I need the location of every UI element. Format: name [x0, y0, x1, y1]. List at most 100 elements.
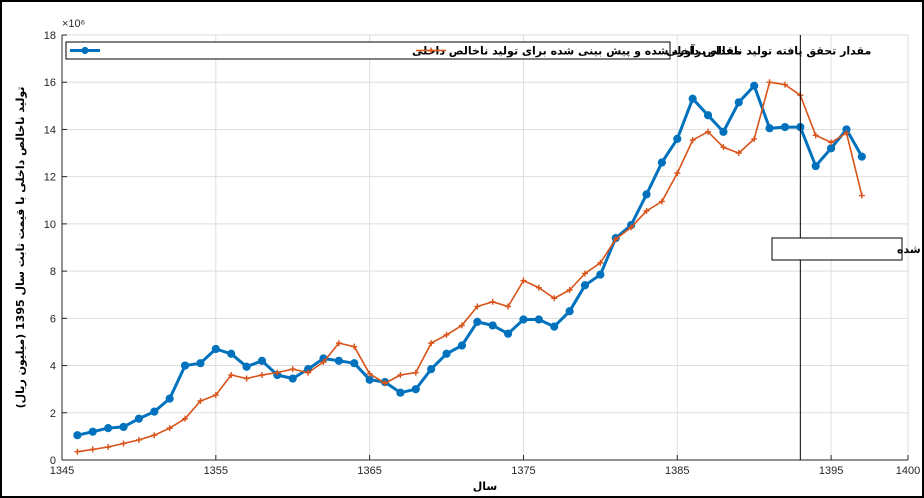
x-tick-label-1345: 1345 — [50, 465, 74, 477]
series-1-point-1350 — [135, 436, 142, 443]
series-1-point-1385 — [674, 170, 681, 177]
x-tick-label-1400: 1400 — [896, 465, 920, 477]
series-1-point-1351 — [151, 432, 158, 439]
forecast-annotation: مقادیر پیش بینی شده — [771, 237, 924, 261]
series-0-point-1352 — [165, 394, 174, 403]
y-tick-label-4: 4 — [50, 361, 56, 373]
series-1-point-1377 — [551, 295, 558, 302]
series-layer — [73, 79, 866, 455]
series-1-point-1375 — [520, 277, 527, 284]
x-tick-label-1395: 1395 — [819, 465, 843, 477]
series-1-point-1395 — [828, 139, 835, 146]
series-0-point-1371 — [457, 341, 467, 350]
series-0-point-1358 — [257, 356, 267, 365]
y-tick-label-10: 10 — [44, 219, 56, 231]
series-0-point-1347 — [88, 427, 97, 436]
series-1-point-1387 — [705, 128, 712, 135]
series-1-point-1394 — [812, 132, 819, 139]
series-0-point-1386 — [688, 94, 697, 103]
series-0-point-1380 — [596, 270, 605, 279]
y-tick-label-18: 18 — [44, 30, 56, 42]
series-1-point-1397 — [858, 192, 865, 199]
series-0-point-1364 — [350, 359, 359, 368]
x-tick-label-1365: 1365 — [357, 465, 381, 477]
series-0-point-1367 — [396, 388, 405, 397]
series-0-point-1388 — [719, 127, 728, 136]
series-1-point-1348 — [105, 444, 112, 451]
axes — [61, 34, 909, 461]
y-tick-label-12: 12 — [44, 172, 56, 184]
series-1 — [74, 79, 865, 455]
series-0-point-1368 — [411, 385, 420, 394]
y-tick-label-14: 14 — [44, 124, 56, 136]
series-0-point-1355 — [211, 344, 220, 354]
series-1-point-1396 — [843, 129, 850, 136]
x-tick-labels: 1345 1355 1365 1375 1385 1395 1400 — [50, 465, 920, 477]
series-0-point-1348 — [104, 424, 113, 433]
y-axis-label: تولید ناخالص داخلی با قیمت ثابت سال 1395… — [14, 87, 27, 409]
y-exponent-label: ×10⁶ — [62, 18, 85, 30]
forecast-annotation-text: مقادیر پیش بینی شده — [897, 243, 924, 256]
series-1-point-1355 — [212, 392, 219, 399]
series-0-point-1354 — [196, 359, 205, 368]
series-1-point-1365 — [366, 370, 373, 377]
series-1-point-1357 — [243, 375, 250, 382]
y-tick-label-0: 0 — [50, 455, 56, 467]
x-tick-label-1375: 1375 — [511, 465, 535, 477]
series-1-point-1383 — [643, 207, 650, 214]
y-tick-labels: 0 2 4 6 8 10 12 14 16 18 — [44, 30, 56, 467]
series-0-point-1376 — [534, 315, 543, 324]
series-0-point-1390 — [750, 81, 759, 90]
series-0-point-1356 — [227, 349, 236, 358]
series-1-point-1358 — [258, 372, 265, 378]
series-0-point-1363 — [334, 356, 343, 365]
legend-box — [65, 41, 671, 60]
series-1-point-1374 — [505, 303, 512, 310]
series-0-point-1353 — [180, 361, 190, 370]
series-1-point-1373 — [489, 298, 496, 305]
series-0-point-1365 — [365, 375, 374, 384]
x-axis-label: سال — [473, 480, 498, 493]
series-0-point-1394 — [811, 161, 820, 171]
series-0-point-1387 — [703, 111, 713, 120]
series-1-point-1378 — [566, 287, 573, 293]
series-1-point-1376 — [535, 284, 542, 291]
series-1-point-1360 — [289, 366, 296, 373]
x-tick-label-1385: 1385 — [665, 465, 689, 477]
series-1-point-1372 — [474, 303, 481, 310]
series-0-point-1360 — [288, 374, 297, 383]
legend-marker-actual — [428, 47, 434, 54]
series-1-point-1371 — [458, 322, 465, 329]
y-tick-label-16: 16 — [44, 77, 56, 89]
series-0-point-1350 — [134, 414, 144, 423]
series-line-1 — [77, 81, 863, 453]
series-0-point-1346 — [73, 431, 82, 440]
legend-symbol-estimated — [70, 46, 100, 55]
series-1-point-1380 — [597, 259, 604, 266]
series-0-point-1389 — [734, 98, 743, 107]
series-1-point-1347 — [89, 446, 96, 453]
series-1-point-1368 — [412, 369, 419, 376]
y-tick-label-2: 2 — [50, 408, 56, 420]
series-1-point-1364 — [351, 343, 358, 350]
series-1-point-1366 — [382, 380, 389, 387]
legend: مقدار برآورد شده و پیش بینی شده برای تول… — [65, 41, 871, 60]
series-0-point-1370 — [442, 349, 451, 358]
series-0-point-1375 — [519, 315, 528, 324]
legend-label-actual: مقدار تحقق یافته تولید ناخالص داخلی — [666, 45, 871, 58]
series-1-point-1367 — [397, 372, 404, 378]
series-0-point-1395 — [826, 144, 836, 153]
series-0-point-1377 — [550, 322, 559, 331]
series-0 — [73, 81, 866, 440]
series-0-point-1357 — [242, 362, 251, 371]
series-1-point-1391 — [766, 79, 773, 86]
series-1-point-1381 — [612, 236, 619, 243]
series-0-point-1349 — [119, 422, 128, 432]
series-1-point-1346 — [74, 448, 81, 455]
series-1-point-1390 — [751, 135, 758, 142]
series-1-point-1361 — [305, 369, 312, 376]
series-1-point-1388 — [720, 144, 727, 151]
series-1-point-1379 — [581, 270, 588, 277]
y-tick-label-6: 6 — [50, 313, 56, 325]
series-0-point-1383 — [642, 190, 651, 199]
